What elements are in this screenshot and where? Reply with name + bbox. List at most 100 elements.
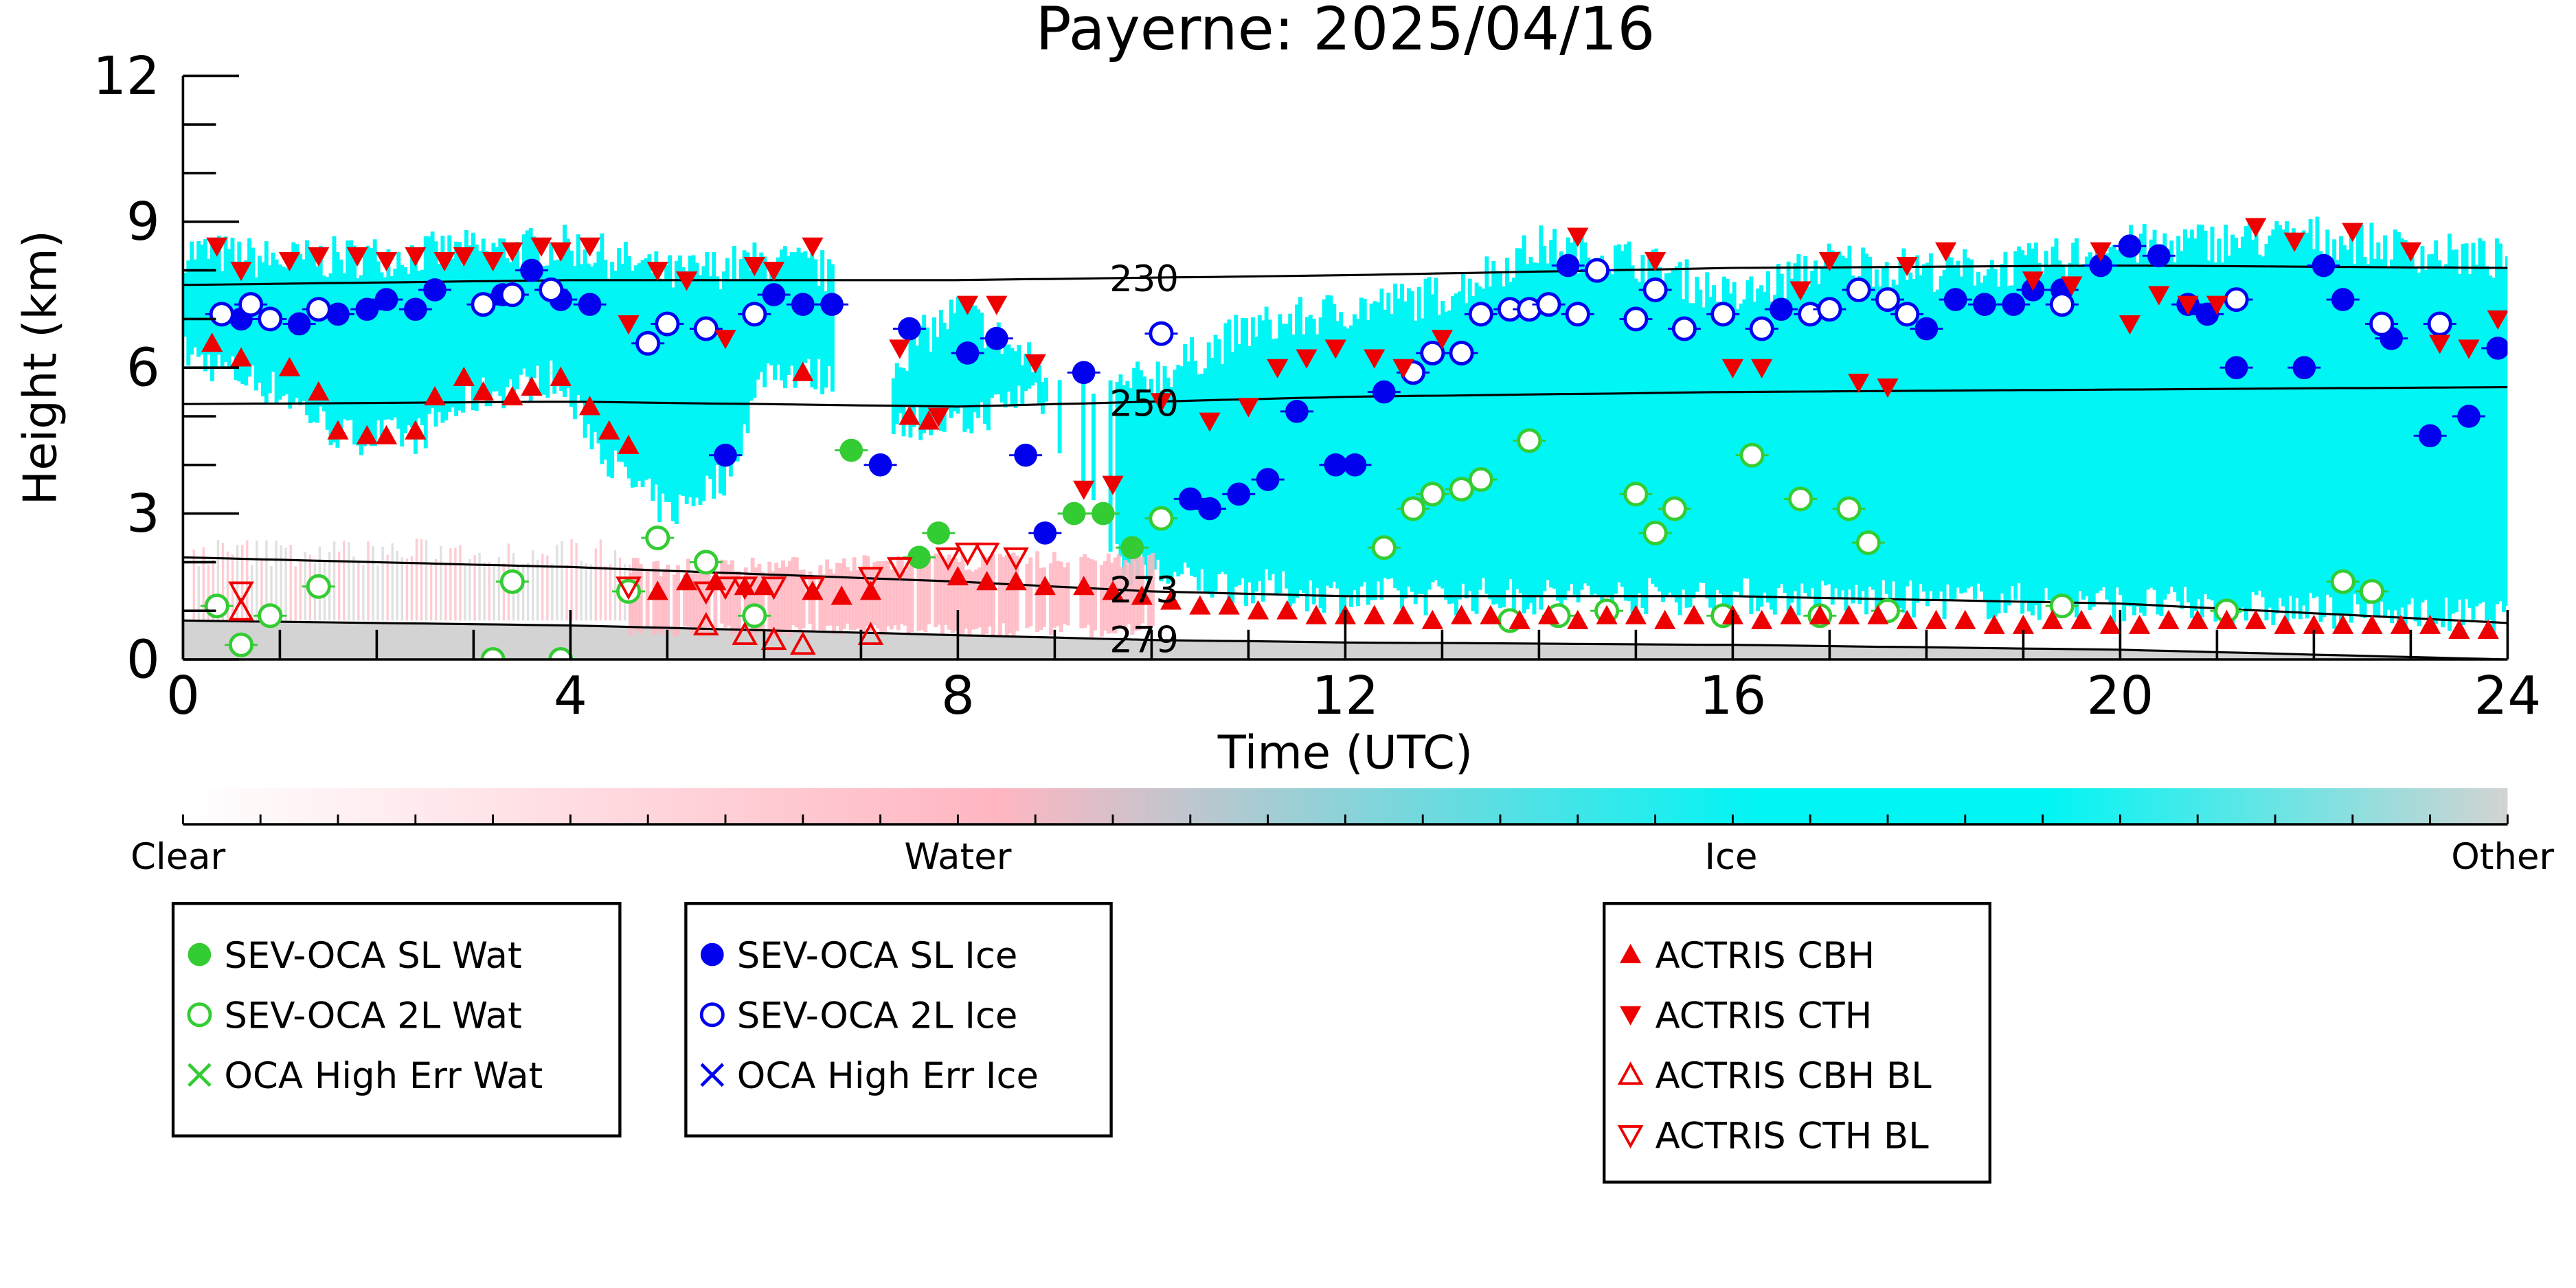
cloud-mask-ice-column: [1155, 361, 1160, 560]
cloud-mask-ice-column: [1237, 343, 1242, 585]
data-point: [1567, 227, 1589, 247]
cloud-mask-water-column: [730, 560, 734, 635]
cloud-mask: [183, 216, 2508, 659]
cloud-mask-ice-column: [1596, 276, 1601, 596]
cloud-mask-ice-column: [332, 236, 337, 442]
cloud-mask-ice-column: [1586, 257, 1591, 586]
cloud-mask-ice-column: [701, 266, 706, 501]
data-point: [346, 247, 368, 267]
cloud-mask-ice-column: [542, 265, 547, 395]
cloud-mask-speck: [483, 562, 486, 621]
data-point: [1818, 251, 1840, 272]
cloud-mask-water-column: [903, 571, 907, 626]
data-point: [1198, 497, 1221, 521]
data-point: [2119, 315, 2141, 335]
data-point: [1256, 468, 1280, 491]
cloud-mask-ice-column: [2362, 256, 2367, 618]
legend-label: ACTRIS CBH BL: [1656, 1055, 1932, 1097]
cloud-mask-ice-column: [1460, 271, 1465, 584]
cloud-mask-ice-column: [1210, 358, 1214, 598]
cloud-mask-ice-column: [1183, 343, 1188, 563]
cloud-mask-ice-column: [2129, 225, 2133, 607]
data-point: [1285, 400, 1309, 423]
data-point: [760, 576, 787, 600]
data-point: [1536, 292, 1561, 317]
cloud-mask-ice-column: [1572, 236, 1577, 595]
cloud-mask-ice-column: [2176, 236, 2181, 602]
cloud-mask-ice-column: [1043, 377, 1048, 402]
cloud-mask-ice-column: [738, 258, 743, 456]
cloud-mask-ice-column: [2044, 250, 2048, 588]
cloud-mask-ice-column: [1623, 244, 1628, 601]
cloud-mask-ice-column: [1637, 282, 1642, 594]
cloud-mask-ice-column: [2200, 225, 2204, 618]
cloud-mask-water-column: [784, 566, 789, 630]
cloud-mask-ice-column: [1010, 348, 1015, 405]
cloud-mask-speck: [386, 554, 389, 621]
legend-label: ACTRIS CBH: [1656, 935, 1875, 977]
data-point: [918, 410, 940, 430]
x-ticks: 0 4 8 12 16 20 24: [166, 610, 2541, 727]
y-ticks: 0 3 6 9 12: [93, 46, 239, 690]
cloud-mask-ice-column: [1471, 295, 1476, 611]
data-point: [480, 647, 506, 659]
cloud-mask-ice-column: [719, 289, 723, 494]
cloud-mask-ice-column: [1427, 277, 1432, 590]
data-point: [2118, 234, 2142, 258]
cloud-mask-ice-column: [1715, 302, 1719, 590]
cloud-mask-water-column: [686, 558, 690, 627]
data-point: [2090, 242, 2112, 262]
cloud-mask-ice-column: [2237, 247, 2241, 613]
colorbar-label-other: Other: [2451, 836, 2554, 878]
data-point: [646, 262, 668, 282]
isotherm-label-273: 273: [1109, 569, 1179, 611]
cloud-mask-ice-column: [640, 260, 645, 487]
cloud-mask-ice-column: [1325, 295, 1330, 586]
cloud-mask-ice-column: [2329, 259, 2334, 598]
cloud-mask-ice-column: [1416, 286, 1421, 594]
cloud-mask-ice-column: [2180, 251, 2184, 609]
cloud-mask-ice-column: [2485, 266, 2489, 621]
data-point: [2012, 614, 2034, 634]
data-point: [1149, 506, 1174, 531]
data-point: [1102, 475, 1124, 495]
data-point: [935, 547, 962, 571]
cloud-mask-ice-column: [691, 255, 696, 506]
series-sev-oca-2l-ice: [205, 258, 2456, 385]
cloud-mask-ice-column: [321, 275, 326, 411]
cloud-mask-ice-column: [1484, 256, 1489, 594]
cloud-mask-ice-column: [1257, 315, 1262, 581]
data-point: [423, 278, 447, 302]
cloud-mask-ice-column: [223, 236, 228, 363]
cloud-mask-ice-column: [824, 291, 828, 388]
cloud-mask-speck: [400, 557, 404, 621]
colorbar-label-clear: Clear: [131, 836, 225, 878]
cloud-mask-ice-column: [2278, 225, 2283, 598]
cloud-mask-ice-column: [579, 264, 584, 402]
cloud-mask-ice-column: [1959, 276, 1964, 594]
data-point: [501, 242, 523, 262]
cloud-mask-water-column: [957, 562, 962, 637]
cloud-mask-ice-column: [2250, 239, 2255, 592]
data-point: [1749, 316, 1774, 341]
cloud-mask-ice-column: [1491, 261, 1496, 605]
data-point: [530, 237, 552, 257]
cloud-mask-water-column: [1025, 563, 1030, 629]
cloud-mask-ice-column: [196, 241, 201, 357]
cloud-mask-ice-column: [820, 250, 825, 395]
cloud-mask-ice-column: [1772, 295, 1777, 615]
cloud-mask-ice-column: [712, 251, 716, 499]
data-point: [1062, 501, 1086, 526]
cloud-mask-ice-column: [2352, 264, 2357, 594]
cloud-mask-ice-column: [1874, 269, 1879, 611]
cloud-mask-ice-column: [633, 265, 638, 487]
y-tick-label: 3: [126, 484, 160, 545]
cloud-mask-ice-column: [654, 251, 659, 485]
cloud-mask-ice-column: [1922, 264, 1926, 592]
cloud-mask-ice-column: [1024, 354, 1028, 392]
cloud-mask-ice-column: [2359, 224, 2364, 617]
data-point: [2429, 335, 2451, 354]
cloud-mask-ice-column: [1966, 258, 1971, 589]
data-point: [1372, 380, 1396, 404]
cloud-mask-ice-column: [335, 251, 340, 448]
